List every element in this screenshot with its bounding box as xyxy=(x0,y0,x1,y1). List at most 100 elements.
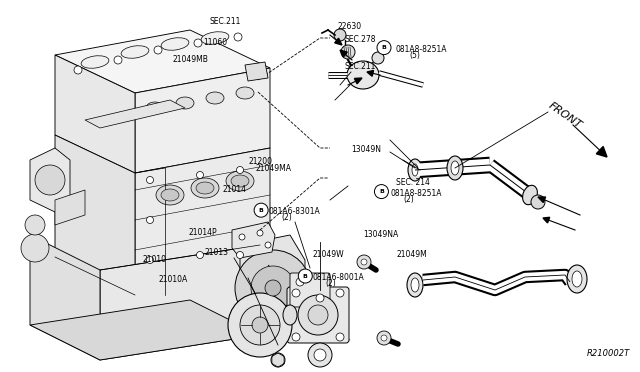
Ellipse shape xyxy=(412,164,418,176)
Circle shape xyxy=(296,278,304,286)
Ellipse shape xyxy=(347,61,379,89)
Circle shape xyxy=(308,305,328,325)
Polygon shape xyxy=(335,38,342,45)
Ellipse shape xyxy=(523,185,538,205)
Circle shape xyxy=(336,333,344,341)
Circle shape xyxy=(257,230,263,236)
Polygon shape xyxy=(367,70,374,76)
Circle shape xyxy=(265,242,271,248)
Ellipse shape xyxy=(447,156,463,180)
Circle shape xyxy=(194,39,202,47)
Text: 22630: 22630 xyxy=(338,22,362,31)
Ellipse shape xyxy=(283,305,297,325)
Ellipse shape xyxy=(191,178,219,198)
Text: 11060: 11060 xyxy=(204,38,228,47)
Text: B: B xyxy=(259,208,264,213)
Polygon shape xyxy=(30,300,260,360)
Circle shape xyxy=(254,203,268,217)
Text: 21010: 21010 xyxy=(142,255,166,264)
Ellipse shape xyxy=(451,161,459,175)
Circle shape xyxy=(308,343,332,367)
Circle shape xyxy=(196,251,204,259)
Text: 13049N: 13049N xyxy=(351,145,381,154)
Ellipse shape xyxy=(156,185,184,205)
Circle shape xyxy=(361,259,367,265)
Text: 21010A: 21010A xyxy=(159,275,188,284)
Polygon shape xyxy=(30,148,70,212)
Circle shape xyxy=(237,167,243,173)
Text: 21049MB: 21049MB xyxy=(173,55,209,64)
Circle shape xyxy=(292,289,300,297)
Ellipse shape xyxy=(226,171,254,191)
Polygon shape xyxy=(355,78,362,84)
Text: 21049MA: 21049MA xyxy=(256,164,292,173)
Ellipse shape xyxy=(206,92,224,104)
Ellipse shape xyxy=(201,32,229,44)
Polygon shape xyxy=(245,62,268,81)
Text: 081A6-8301A: 081A6-8301A xyxy=(269,207,321,216)
Text: 21049W: 21049W xyxy=(312,250,344,259)
Text: 21200: 21200 xyxy=(248,157,273,166)
Polygon shape xyxy=(100,245,260,360)
Ellipse shape xyxy=(411,278,419,292)
Circle shape xyxy=(271,353,285,367)
Polygon shape xyxy=(30,235,100,360)
Circle shape xyxy=(240,305,280,345)
Text: (5): (5) xyxy=(410,51,420,60)
Circle shape xyxy=(228,293,292,357)
Polygon shape xyxy=(232,222,275,258)
Text: SEC.211: SEC.211 xyxy=(210,17,241,26)
Circle shape xyxy=(377,41,391,55)
Circle shape xyxy=(336,289,344,297)
Circle shape xyxy=(372,52,384,64)
Polygon shape xyxy=(135,148,270,295)
Circle shape xyxy=(196,171,204,179)
Ellipse shape xyxy=(81,56,109,68)
Circle shape xyxy=(381,335,387,341)
Circle shape xyxy=(239,234,245,240)
Ellipse shape xyxy=(161,189,179,201)
Polygon shape xyxy=(543,217,550,223)
Circle shape xyxy=(357,255,371,269)
Ellipse shape xyxy=(408,159,422,181)
Text: B: B xyxy=(381,45,387,50)
Circle shape xyxy=(147,176,154,183)
Ellipse shape xyxy=(161,38,189,50)
Text: SEC.211: SEC.211 xyxy=(344,62,376,71)
Circle shape xyxy=(154,46,162,54)
Ellipse shape xyxy=(196,182,214,194)
FancyBboxPatch shape xyxy=(287,287,349,343)
Text: SEC. 214: SEC. 214 xyxy=(396,178,429,187)
Text: FRONT: FRONT xyxy=(547,100,584,130)
Circle shape xyxy=(237,251,243,259)
Text: 081A6-8001A: 081A6-8001A xyxy=(312,273,364,282)
Text: 21013: 21013 xyxy=(205,248,229,257)
Circle shape xyxy=(234,33,242,41)
Text: 21014P: 21014P xyxy=(189,228,218,237)
Circle shape xyxy=(251,266,295,310)
Polygon shape xyxy=(596,147,607,157)
Text: 13049NA: 13049NA xyxy=(364,230,399,239)
Circle shape xyxy=(252,317,268,333)
Text: B: B xyxy=(303,273,308,279)
Circle shape xyxy=(377,331,391,345)
Text: (2): (2) xyxy=(325,279,336,288)
Circle shape xyxy=(74,66,82,74)
Text: 21049M: 21049M xyxy=(397,250,428,259)
Circle shape xyxy=(265,280,281,296)
Ellipse shape xyxy=(146,102,164,114)
Text: 081A8-8251A: 081A8-8251A xyxy=(390,189,442,198)
Polygon shape xyxy=(538,197,546,202)
Polygon shape xyxy=(85,100,185,128)
Text: B: B xyxy=(379,189,384,194)
Ellipse shape xyxy=(407,273,423,297)
Circle shape xyxy=(147,217,154,224)
Circle shape xyxy=(292,333,300,341)
Text: 081A8-8251A: 081A8-8251A xyxy=(396,45,447,54)
Polygon shape xyxy=(55,55,135,173)
Polygon shape xyxy=(240,235,305,340)
Circle shape xyxy=(114,56,122,64)
Circle shape xyxy=(21,234,49,262)
Circle shape xyxy=(374,185,388,199)
Ellipse shape xyxy=(231,175,249,187)
